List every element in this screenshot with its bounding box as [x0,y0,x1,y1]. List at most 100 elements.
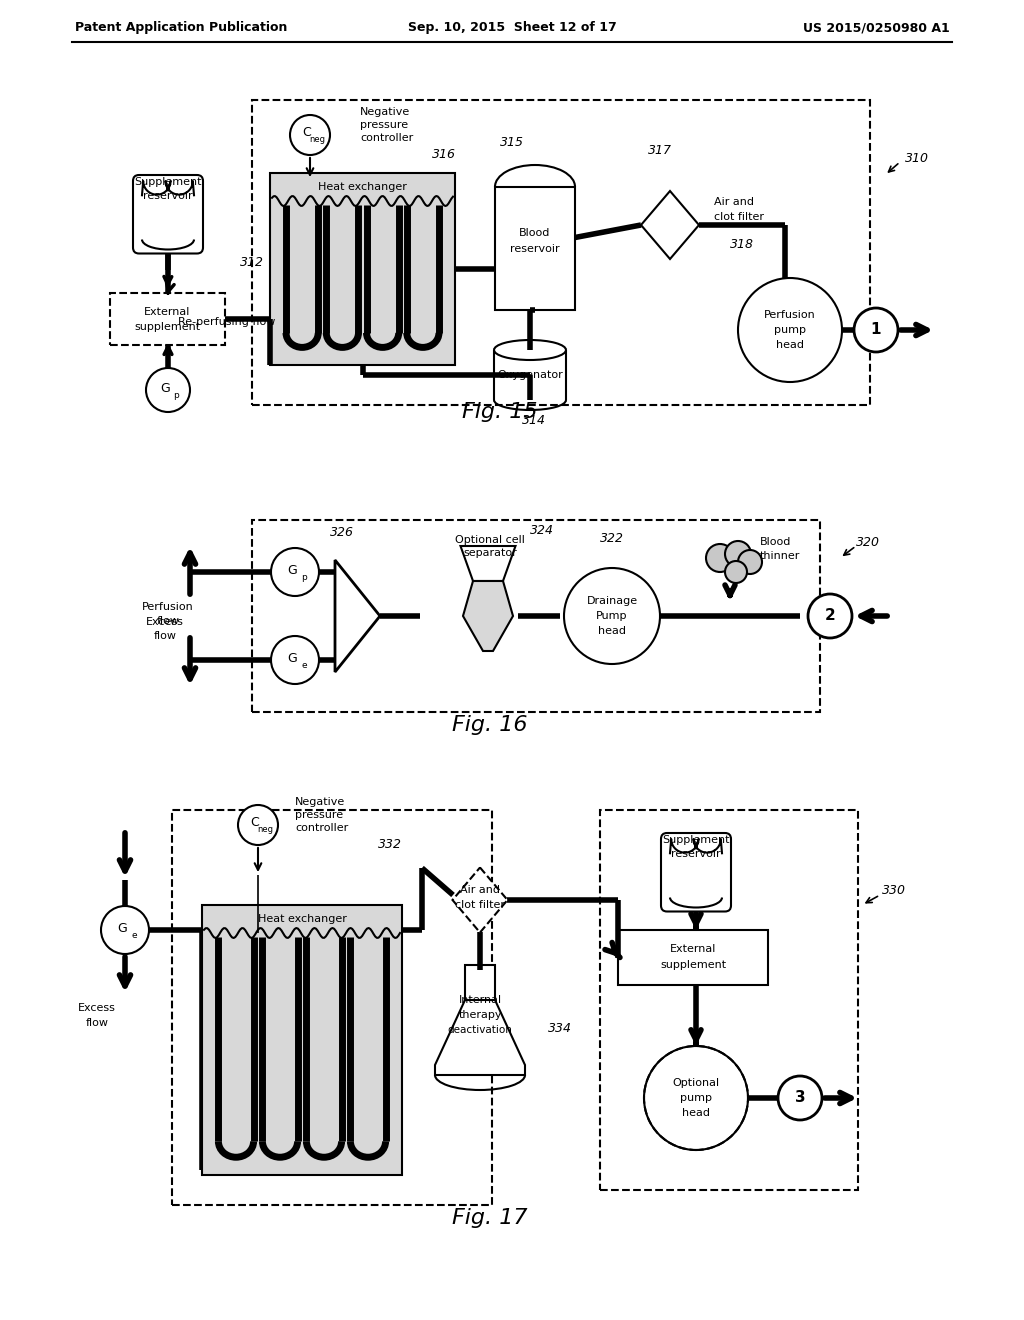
Text: 317: 317 [648,144,672,157]
Text: External: External [144,308,190,317]
Text: supplement: supplement [659,961,726,970]
Text: 1: 1 [870,322,882,338]
Polygon shape [641,191,699,259]
Text: 2: 2 [824,609,836,623]
Text: External: External [670,945,716,954]
Text: Negative: Negative [295,797,345,807]
Text: Patent Application Publication: Patent Application Publication [75,21,288,34]
Text: G: G [287,564,297,577]
Text: Negative: Negative [360,107,411,117]
Text: 315: 315 [500,136,524,149]
Circle shape [725,561,746,583]
Text: C: C [303,127,311,140]
Text: flow: flow [157,616,179,626]
Text: 320: 320 [856,536,880,549]
Text: 326: 326 [330,525,354,539]
Polygon shape [463,581,513,651]
Circle shape [854,308,898,352]
Circle shape [808,594,852,638]
Text: US 2015/0250980 A1: US 2015/0250980 A1 [803,21,950,34]
Text: p: p [301,573,307,582]
Text: controller: controller [295,822,348,833]
Text: Perfusion: Perfusion [142,602,194,612]
Text: Sep. 10, 2015  Sheet 12 of 17: Sep. 10, 2015 Sheet 12 of 17 [408,21,616,34]
Circle shape [738,279,842,381]
Polygon shape [453,867,508,932]
Text: Excess: Excess [146,616,184,627]
Text: Fig. 15: Fig. 15 [462,403,538,422]
Text: G: G [117,921,127,935]
Text: clot filter: clot filter [455,900,505,909]
Circle shape [271,548,319,597]
Text: Air and: Air and [714,197,754,207]
Text: reservoir: reservoir [510,244,560,255]
Text: e: e [131,932,137,940]
Text: Heat exchanger: Heat exchanger [258,913,346,924]
Text: 310: 310 [905,152,929,165]
Circle shape [238,805,278,845]
Bar [252,520,820,711]
Text: pump: pump [774,325,806,335]
Text: head: head [682,1107,710,1118]
Text: Blood: Blood [760,537,792,546]
Text: neg: neg [309,136,325,144]
Text: 314: 314 [522,413,546,426]
Text: 324: 324 [530,524,554,536]
Text: pressure: pressure [295,810,343,820]
Text: Internal: Internal [459,995,502,1005]
Text: Supplement: Supplement [134,177,202,187]
Polygon shape [435,1001,525,1074]
Text: 332: 332 [378,837,402,850]
Text: Fig. 16: Fig. 16 [453,715,527,735]
Text: flow: flow [85,1018,109,1028]
Text: reservoir: reservoir [671,849,721,859]
Text: separator: separator [463,548,517,558]
Text: Blood: Blood [519,227,551,238]
Text: clot filter: clot filter [714,213,764,222]
Text: Pump: Pump [596,611,628,620]
Text: G: G [287,652,297,664]
Polygon shape [461,546,515,581]
Text: 312: 312 [240,256,264,268]
Text: flow: flow [154,631,176,642]
Bar [202,906,402,1175]
Text: controller: controller [360,133,414,143]
Circle shape [271,636,319,684]
Bar [600,810,858,1191]
Circle shape [101,906,150,954]
Text: neg: neg [257,825,273,834]
Circle shape [738,550,762,574]
Text: e: e [301,661,307,671]
Circle shape [290,115,330,154]
Text: 318: 318 [730,239,754,252]
Text: Heat exchanger: Heat exchanger [318,182,407,191]
Text: Air and: Air and [460,884,500,895]
Bar [618,931,768,985]
Circle shape [146,368,190,412]
Circle shape [725,541,751,568]
Text: C: C [251,817,259,829]
Text: deactivation: deactivation [447,1026,512,1035]
Text: Oxygenator: Oxygenator [497,370,563,380]
Bar [172,810,492,1205]
Bar [110,293,225,345]
Circle shape [778,1076,822,1119]
Bar [465,965,495,1005]
Text: pressure: pressure [360,120,409,129]
Text: 322: 322 [600,532,624,544]
Text: 334: 334 [548,1022,572,1035]
Circle shape [706,544,734,572]
Text: Supplement: Supplement [663,836,730,845]
Text: therapy: therapy [459,1010,502,1020]
Circle shape [644,1045,748,1150]
Text: Optional cell: Optional cell [455,535,525,545]
Text: Excess: Excess [78,1003,116,1012]
Text: 330: 330 [882,883,906,896]
Text: reservoir: reservoir [143,191,193,201]
Text: supplement: supplement [134,322,201,333]
Text: 316: 316 [432,149,456,161]
Text: head: head [598,626,626,636]
FancyBboxPatch shape [133,176,203,253]
Text: Drainage: Drainage [587,597,638,606]
Text: pump: pump [680,1093,712,1104]
